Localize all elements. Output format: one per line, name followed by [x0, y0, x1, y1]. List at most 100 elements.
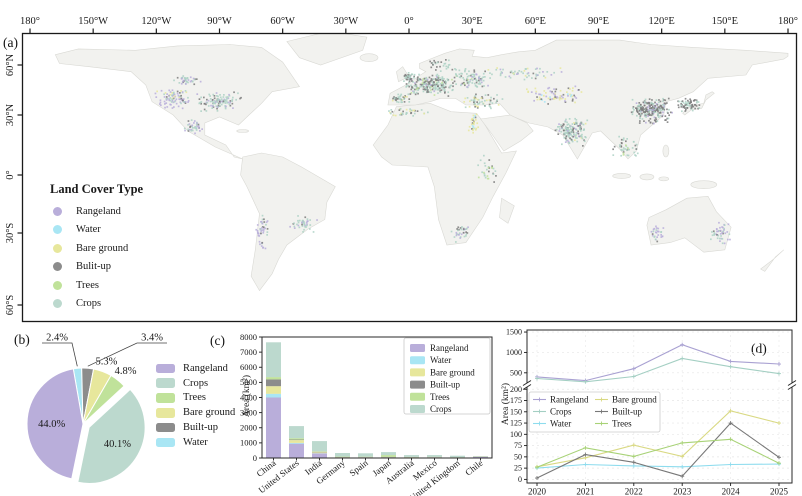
land-cover-dot	[164, 106, 166, 109]
land-cover-dot	[426, 78, 429, 81]
land-cover-dot	[565, 139, 568, 142]
land-cover-dot	[447, 79, 449, 82]
land-cover-dot	[449, 84, 452, 87]
land-cover-dot	[620, 145, 623, 148]
land-cover-dot	[394, 114, 397, 117]
land-cover-dot	[452, 82, 454, 84]
land-cover-dot	[618, 135, 620, 138]
land-cover-dot	[579, 128, 581, 131]
land-cover-dot	[422, 82, 425, 85]
land-cover-dot	[423, 77, 426, 80]
trees-dot-icon	[53, 280, 62, 290]
bar-legend-label: Rangeland	[430, 343, 469, 353]
land-cover-dot	[648, 102, 650, 105]
land-cover-dot	[662, 100, 664, 103]
land-cover-dot	[638, 122, 641, 124]
land-cover-dot	[648, 98, 651, 100]
land-cover-dot	[232, 107, 234, 109]
land-cover-dot	[410, 109, 413, 112]
land-cover-dot	[579, 126, 582, 128]
land-cover-dot	[462, 228, 465, 230]
land-cover-dot	[577, 125, 580, 127]
land-cover-dot	[207, 99, 210, 102]
land-cover-dot	[409, 78, 412, 81]
bar-ytick-label: 3000	[240, 407, 257, 417]
land-cover-dot	[653, 105, 656, 107]
land-cover-dot	[390, 112, 392, 115]
map-legend-item: Rangeland	[53, 202, 143, 221]
land-cover-dot	[475, 113, 478, 116]
land-cover-dot	[415, 81, 418, 83]
line-plot-frame-top	[526, 329, 793, 383]
land-cover-dot	[424, 88, 426, 91]
land-cover-dot	[213, 97, 216, 100]
land-cover-dot	[460, 72, 462, 75]
land-cover-dot	[442, 65, 445, 67]
land-cover-dot	[289, 225, 291, 228]
land-cover-dot	[472, 125, 475, 128]
land-cover-dot	[169, 99, 172, 102]
land-cover-dot	[687, 101, 690, 104]
land-cover-dot	[460, 83, 463, 86]
land-cover-dot	[626, 149, 628, 152]
land-cover-dot	[184, 79, 187, 81]
land-cover-dot	[533, 99, 535, 102]
land-cover-dot	[264, 227, 266, 230]
land-cover-dot	[634, 144, 637, 147]
land-cover-dot	[406, 85, 408, 87]
land-cover-dot	[662, 227, 665, 229]
land-cover-dot	[181, 99, 184, 102]
land-cover-dot	[692, 99, 695, 102]
land-cover-dot	[464, 97, 467, 100]
land-cover-dot	[659, 109, 661, 112]
land-cover-dot	[176, 92, 179, 95]
land-cover-dot	[501, 98, 504, 100]
land-cover-dot	[652, 230, 655, 233]
land-cover-dot	[447, 95, 450, 97]
land-cover-dot	[628, 148, 630, 151]
land-cover-dot	[216, 99, 219, 102]
land-cover-dot	[613, 145, 616, 148]
land-cover-dot	[622, 152, 625, 155]
land-cover-dot	[431, 74, 434, 77]
line-ytick-label: 75	[514, 441, 522, 450]
bar-legend-label: Crops	[430, 404, 452, 414]
lon-tick-label: 120°E	[648, 16, 674, 27]
land-cover-dot	[222, 100, 225, 103]
land-cover-dot	[200, 96, 202, 99]
land-cover-dot	[716, 234, 718, 236]
land-cover-dot	[631, 147, 634, 149]
land-cover-dot	[261, 241, 264, 244]
land-cover-dot	[557, 126, 559, 128]
land-cover-dot	[448, 59, 450, 62]
land-cover-dot	[207, 105, 210, 107]
land-cover-dot	[566, 91, 568, 93]
land-cover-dot	[200, 110, 202, 112]
land-cover-dot	[691, 106, 693, 108]
land-cover-dot	[419, 85, 422, 88]
land-cover-dot	[156, 90, 158, 93]
land-cover-dot	[562, 124, 564, 127]
land-cover-dot	[687, 99, 689, 102]
land-cover-dot	[526, 76, 528, 79]
land-cover-dot	[428, 82, 431, 85]
land-cover-dot	[495, 68, 498, 71]
lat-tick-label: 30°N	[5, 103, 16, 126]
land-cover-dot	[306, 224, 308, 227]
land-cover-dot	[416, 110, 419, 112]
pie-slice-rangeland	[26, 368, 84, 480]
pie-legend-label: Trees	[183, 392, 206, 404]
land-cover-dot	[475, 127, 478, 130]
land-cover-dot	[655, 231, 658, 234]
land-cover-dot	[728, 233, 731, 236]
pie-legend: Rangeland Crops Trees Bare ground Built-up Wa…	[156, 361, 235, 450]
land-cover-dot	[574, 101, 576, 104]
land-cover-dot	[403, 101, 406, 103]
land-cover-dot	[411, 86, 413, 89]
land-cover-dot	[261, 222, 264, 225]
land-cover-dot	[259, 228, 262, 231]
land-cover-dot	[475, 73, 478, 76]
land-cover-dot	[563, 129, 565, 132]
land-cover-dot	[582, 123, 585, 126]
land-cover-dot	[169, 97, 172, 99]
